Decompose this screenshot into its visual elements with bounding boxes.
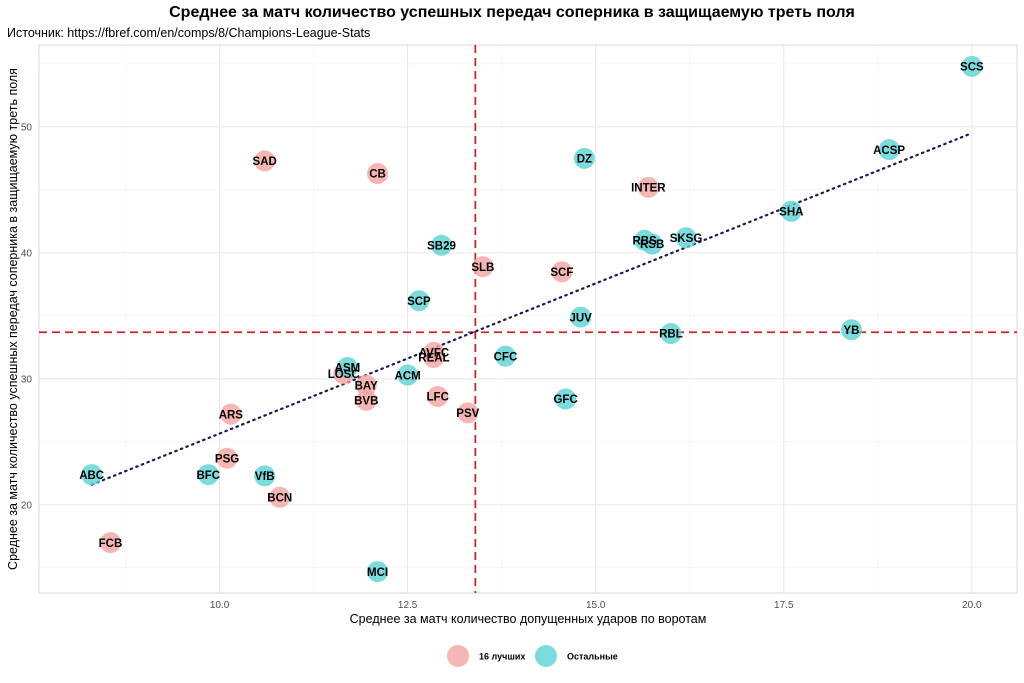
data-point-acsp — [878, 139, 900, 161]
data-point-sad — [254, 150, 276, 172]
data-point-psg — [216, 447, 238, 469]
point-label-acm: ACM — [395, 370, 421, 382]
x-tick-label: 12.5 — [398, 600, 418, 611]
data-point-vfb — [254, 465, 276, 487]
plot-panel — [38, 44, 1018, 594]
x-tick-label: 15.0 — [586, 600, 606, 611]
data-point-juv — [570, 306, 592, 328]
data-point-cb — [367, 162, 389, 184]
point-label-real: REAL — [418, 353, 449, 365]
data-point-slb — [472, 256, 494, 278]
data-point-bcn — [269, 486, 291, 508]
point-label-yb: YB — [844, 325, 860, 337]
legend-swatch-others — [535, 645, 557, 667]
y-tick-label: 40 — [21, 248, 33, 259]
data-point-bfc — [197, 464, 219, 486]
data-point-lfc — [427, 385, 449, 407]
point-label-bcn: BCN — [267, 492, 292, 504]
point-label-asm: ASM — [335, 363, 361, 375]
point-label-inter: INTER — [631, 183, 666, 195]
x-axis-label: Среднее за матч количество допущенных уд… — [350, 612, 707, 626]
point-label-scf: SCF — [550, 267, 573, 279]
data-point-scf — [551, 261, 573, 283]
point-label-gfc: GFC — [553, 394, 577, 406]
point-label-sb29: SB29 — [427, 241, 456, 253]
data-point-asm — [336, 357, 358, 379]
point-label-lfc: LFC — [427, 392, 449, 404]
legend: 16 лучших Остальные — [447, 645, 618, 667]
point-label-vfb: VfB — [255, 471, 275, 483]
data-point-fcb — [99, 532, 121, 554]
data-point-scp — [408, 290, 430, 312]
data-point-yb — [840, 319, 862, 341]
point-label-cfc: CFC — [494, 351, 518, 363]
data-point-sha — [780, 200, 802, 222]
x-axis-ticks: 10.0 12.5 15.0 17.5 20.0 — [210, 600, 982, 611]
data-point-rsb — [641, 233, 663, 255]
chart-subtitle: Источник: https://fbref.com/en/comps/8/C… — [7, 26, 371, 40]
point-label-slb: SLB — [471, 262, 494, 274]
point-label-ars: ARS — [219, 409, 244, 421]
data-point-sksg — [675, 227, 697, 249]
y-axis-ticks: 20 30 40 50 — [21, 122, 33, 511]
chart-title: Среднее за матч количество успешных пере… — [169, 4, 855, 21]
data-point-psv — [457, 402, 479, 424]
data-point-cfc — [494, 345, 516, 367]
data-point-inter — [637, 176, 659, 198]
point-label-psg: PSG — [215, 453, 239, 465]
trend-line-group — [90, 132, 973, 486]
y-axis-label: Среднее за матч количество успешных пере… — [6, 68, 20, 570]
point-label-scp: SCP — [407, 296, 431, 308]
point-label-losc: LOSC — [328, 369, 360, 381]
y-tick-label: 50 — [21, 122, 33, 133]
x-tick-label: 10.0 — [210, 600, 230, 611]
data-point-rbl — [660, 322, 682, 344]
data-point-bay — [355, 374, 377, 396]
x-tick-label: 17.5 — [774, 600, 794, 611]
x-tick-label: 20.0 — [962, 600, 982, 611]
point-label-rbl: RBL — [659, 329, 683, 341]
point-label-bvb: BVB — [354, 395, 378, 407]
legend-label-others: Остальные — [567, 652, 618, 662]
point-label-sksg: SKSG — [670, 233, 703, 245]
data-point-ars — [220, 403, 242, 425]
point-label-abc: ABC — [79, 470, 104, 482]
data-point-real — [423, 346, 445, 368]
point-label-fcb: FCB — [99, 538, 123, 550]
point-label-bay: BAY — [355, 380, 379, 392]
point-label-rsb: RSB — [640, 239, 664, 251]
data-point-abc — [81, 464, 103, 486]
data-point-mci — [367, 561, 389, 583]
point-label-cb: CB — [369, 169, 386, 181]
point-label-psv: PSV — [456, 408, 479, 420]
point-label-avfc: AVFC — [419, 348, 449, 360]
point-label-sha: SHA — [779, 206, 803, 218]
point-label-bfc: BFC — [196, 470, 220, 482]
y-tick-label: 20 — [21, 500, 33, 511]
legend-label-top16: 16 лучших — [479, 652, 525, 662]
grid-lines — [39, 45, 1017, 593]
data-point-gfc — [555, 388, 577, 410]
data-point-sb29 — [430, 234, 452, 256]
point-label-mci: MCI — [367, 567, 388, 579]
trend-line — [90, 132, 973, 486]
data-point-bvb — [355, 389, 377, 411]
reference-lines — [39, 45, 1017, 593]
legend-swatch-top16 — [447, 645, 469, 667]
y-tick-label: 30 — [21, 374, 33, 385]
point-label-sad: SAD — [253, 156, 277, 168]
point-label-scs: SCS — [960, 62, 984, 74]
point-label-rbs: RBS — [632, 235, 657, 247]
data-point-scs — [961, 55, 983, 77]
data-point-dz — [573, 147, 595, 169]
point-label-dz: DZ — [577, 154, 592, 166]
point-label-acsp: ACSP — [873, 145, 905, 157]
point-label-juv: JUV — [569, 312, 592, 324]
data-point-acm — [397, 364, 419, 386]
